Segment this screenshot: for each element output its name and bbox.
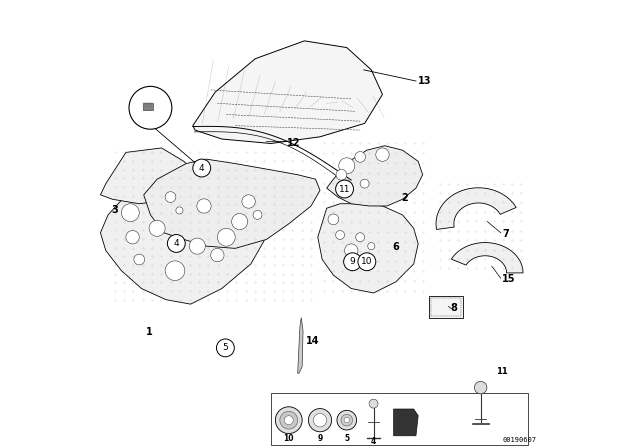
Text: 12: 12 [287,138,300,147]
Text: 15: 15 [502,274,516,284]
Circle shape [242,195,255,208]
Text: 11: 11 [496,366,508,375]
Bar [429,296,463,318]
Circle shape [369,399,378,408]
Polygon shape [193,41,383,143]
Circle shape [253,211,262,220]
Circle shape [165,192,176,202]
Polygon shape [451,242,523,273]
Circle shape [335,180,353,198]
Polygon shape [326,146,422,206]
Text: 2: 2 [401,193,408,203]
Circle shape [134,254,145,265]
Circle shape [360,179,369,188]
Text: 13: 13 [418,76,431,86]
Bar [143,103,153,110]
Polygon shape [100,175,273,304]
Text: 9: 9 [349,257,355,266]
Circle shape [122,204,140,222]
Circle shape [341,414,353,426]
Circle shape [368,242,375,250]
Circle shape [355,151,365,162]
Text: 4: 4 [173,239,179,248]
Bar [271,393,527,445]
Circle shape [232,214,248,230]
Text: 5: 5 [223,343,228,353]
Circle shape [193,159,211,177]
Bar [431,298,461,316]
Circle shape [376,148,389,161]
Text: 7: 7 [502,228,509,239]
Circle shape [314,414,326,427]
Text: 4: 4 [199,164,205,172]
Circle shape [344,418,349,423]
Text: 6: 6 [393,242,399,252]
Circle shape [168,235,185,252]
Circle shape [149,220,165,236]
Text: 1: 1 [146,327,153,337]
Circle shape [280,411,298,429]
Polygon shape [144,159,320,248]
Circle shape [356,233,365,241]
Circle shape [335,231,344,239]
Text: 9: 9 [317,435,323,444]
Text: 5: 5 [344,435,349,444]
Text: 4: 4 [371,437,376,446]
Polygon shape [298,318,303,373]
Circle shape [358,253,376,271]
Text: 11: 11 [339,185,350,194]
Text: 10: 10 [361,257,372,266]
Polygon shape [100,148,197,204]
Polygon shape [394,409,418,436]
Circle shape [328,214,339,225]
Circle shape [275,407,302,434]
Polygon shape [318,204,418,293]
Circle shape [336,169,347,180]
Circle shape [308,409,332,432]
Text: 8: 8 [451,303,458,313]
Circle shape [165,261,185,280]
Circle shape [337,410,356,430]
Circle shape [129,86,172,129]
Circle shape [344,244,358,257]
Circle shape [189,238,205,254]
Text: 14: 14 [306,336,319,346]
Text: 3: 3 [111,206,118,215]
Circle shape [126,231,140,244]
Circle shape [176,207,183,214]
Circle shape [218,228,236,246]
Circle shape [339,158,355,174]
Circle shape [197,199,211,213]
Circle shape [474,381,487,394]
Circle shape [216,339,234,357]
Text: 00190607: 00190607 [502,437,536,444]
Circle shape [344,253,362,271]
Circle shape [343,180,350,187]
Text: 10: 10 [284,435,294,444]
Circle shape [211,248,224,262]
Circle shape [359,256,370,267]
Polygon shape [436,188,516,229]
Circle shape [284,416,293,425]
